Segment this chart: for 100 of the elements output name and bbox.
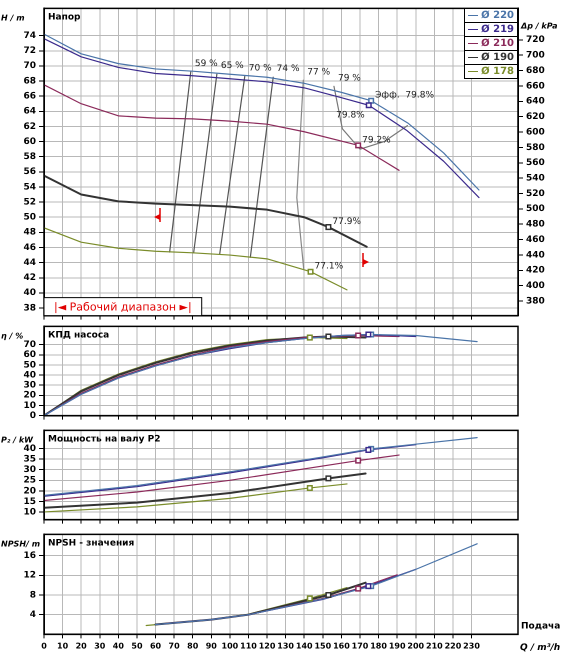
y2-tick-label: 640: [526, 96, 545, 107]
y-tick-label: 44: [23, 258, 36, 268]
y-tick-label: 66: [23, 92, 36, 102]
annotation: Эфф. 79.8%: [375, 90, 434, 101]
x-tick-label: 140: [296, 641, 314, 650]
y-tick-label: 38: [23, 303, 36, 314]
x-tick-label: 110: [240, 641, 258, 650]
y-tick-label: 48: [23, 228, 36, 238]
x-tick-label: 90: [206, 641, 218, 650]
y2-tick-label: 480: [526, 220, 545, 230]
x-tick-label: 70: [168, 641, 180, 650]
x-tick-label: 190: [388, 641, 406, 650]
y-tick-label: 42: [23, 273, 36, 284]
y-tick-label: 64: [23, 106, 36, 117]
y-tick-label: 20: [23, 486, 36, 496]
chart-title: NPSH - значения: [48, 538, 134, 548]
y-tick-label: 58: [23, 152, 36, 162]
y2-tick-label: 400: [526, 280, 545, 291]
legend-label: Ø 220: [481, 10, 514, 22]
annotation: 59 %: [194, 58, 218, 69]
annotation: 65 %: [220, 61, 244, 72]
y-tick-label: 62: [23, 122, 36, 132]
y-tick-label: 25: [23, 476, 36, 486]
annotation: 74 %: [276, 64, 300, 74]
y2-tick-label: 380: [526, 296, 545, 306]
y-tick-label: 10: [23, 400, 36, 411]
y2-tick-label: 440: [526, 250, 545, 260]
y-tick-label: 56: [23, 167, 36, 178]
y-tick-label: 70: [23, 61, 36, 72]
y-tick-label: 60: [23, 136, 36, 147]
y-tick-label: 8: [30, 590, 36, 600]
x-tick-label: 160: [333, 641, 350, 650]
y-tick-label: 0: [30, 410, 36, 421]
y-tick-label: 68: [23, 76, 36, 86]
y-tick-label: 10: [23, 508, 36, 518]
y-tick-label: 50: [23, 212, 36, 223]
y2-tick-label: 520: [526, 188, 545, 199]
y-tick-label: 40: [23, 444, 36, 454]
annotation: 77.1%: [314, 262, 344, 272]
y2-axis-title: Δp / kPa: [520, 21, 558, 30]
y-tick-label: 72: [23, 46, 36, 56]
y-axis-title: H / m: [1, 13, 25, 22]
y-tick-label: 40: [23, 370, 36, 380]
y-tick-label: 35: [23, 454, 36, 464]
y-tick-label: 30: [23, 380, 36, 391]
y-tick-label: 30: [23, 465, 36, 476]
y2-tick-label: 580: [526, 142, 545, 153]
text: Подача: [521, 621, 560, 632]
y2-tick-label: 420: [526, 266, 545, 276]
y2-tick-label: 700: [526, 50, 545, 61]
annotation: 79 %: [338, 73, 362, 84]
x-tick-label: 170: [352, 641, 369, 650]
x-tick-label: 50: [131, 641, 143, 650]
x-tick-label: 80: [187, 641, 199, 650]
y-tick-label: 74: [23, 30, 36, 41]
chart-title: Напор: [48, 12, 82, 22]
y-tick-label: 20: [23, 390, 36, 401]
y-tick-label: 46: [23, 242, 36, 253]
annotation: 77 %: [307, 67, 331, 78]
y-tick-label: 16: [23, 550, 36, 561]
y-tick-label: 40: [23, 288, 36, 298]
y-axis-title: P₂ / kW: [1, 435, 34, 444]
y2-tick-label: 620: [526, 112, 545, 122]
y2-tick-label: 720: [526, 35, 545, 46]
x-tick-label: 100: [222, 641, 239, 650]
y2-tick-label: 500: [526, 204, 545, 214]
chart-title: Мощность на валу P2: [48, 434, 161, 444]
y2-tick-label: 600: [526, 127, 545, 138]
legend-label: Ø 219: [481, 24, 514, 36]
x-tick-label: 0: [41, 641, 48, 650]
x-tick-label: 130: [277, 641, 294, 650]
y-tick-label: 15: [23, 496, 36, 507]
x-tick-label: 220: [444, 641, 462, 650]
x-tick-label: 210: [426, 641, 444, 650]
y2-tick-label: 540: [526, 173, 545, 184]
x-tick-label: 180: [370, 641, 388, 650]
x-tick-label: 150: [314, 641, 332, 650]
legend-label: Ø 178: [481, 66, 514, 78]
y2-tick-label: 660: [526, 81, 545, 92]
y-tick-label: 50: [23, 360, 36, 370]
annotation: 70 %: [248, 63, 272, 74]
x-tick-label: 230: [463, 641, 480, 650]
y-axis-title: η / %: [1, 331, 24, 340]
y-tick-label: 60: [23, 350, 36, 360]
y-tick-label: 54: [23, 182, 36, 192]
annotation: |◄ Рабочий диапазон ►|: [54, 300, 192, 314]
x-tick-label: 200: [407, 641, 425, 650]
x-axis-title: Q / m³/h: [520, 643, 560, 653]
x-tick-label: 40: [112, 641, 124, 650]
y-tick-label: 70: [23, 340, 36, 350]
x-tick-label: 120: [258, 641, 276, 650]
y-tick-label: 12: [23, 570, 36, 581]
x-tick-label: 10: [57, 641, 69, 650]
text: КПД насоса: [48, 330, 110, 340]
legend-label: Ø 210: [481, 38, 514, 50]
y2-tick-label: 460: [526, 234, 545, 245]
y-axis-title: NPSH/ m: [1, 539, 40, 548]
annotation: 77.9%: [332, 217, 362, 228]
legend-label: Ø 190: [481, 52, 514, 64]
x-tick-label: 30: [94, 641, 106, 650]
